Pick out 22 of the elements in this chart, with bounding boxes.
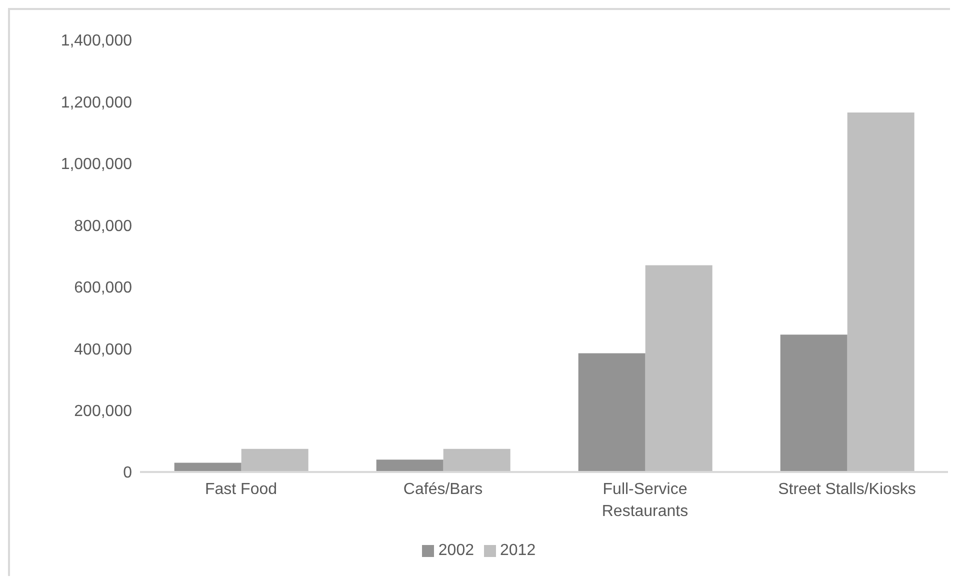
- bar: [847, 112, 914, 472]
- bar: [780, 334, 848, 472]
- y-tick-label: 600,000: [74, 280, 132, 297]
- bar: [241, 448, 308, 472]
- bar: [376, 460, 444, 472]
- bar: [174, 462, 242, 472]
- legend-label: 2002: [438, 542, 474, 559]
- y-tick-label: 1,000,000: [60, 156, 132, 174]
- x-tick-label: Fast Food: [204, 481, 278, 498]
- x-tick-label: Cafés/Bars: [403, 481, 483, 498]
- bar: [443, 448, 510, 472]
- legend-label: 2012: [500, 542, 536, 559]
- bar: [578, 353, 646, 472]
- y-tick-label: 0: [123, 464, 132, 482]
- y-tick-label: 1,200,000: [60, 94, 132, 112]
- x-tick-label: Street Stalls/Kiosks: [778, 481, 916, 498]
- y-tick-label: 200,000: [74, 402, 132, 420]
- y-tick-label: 400,000: [74, 341, 132, 358]
- y-tick-label: 800,000: [74, 218, 132, 235]
- x-tick-label: Full-Service Restaurants: [602, 481, 688, 520]
- y-tick-label: 1,400,000: [60, 32, 132, 50]
- bar: [645, 265, 712, 472]
